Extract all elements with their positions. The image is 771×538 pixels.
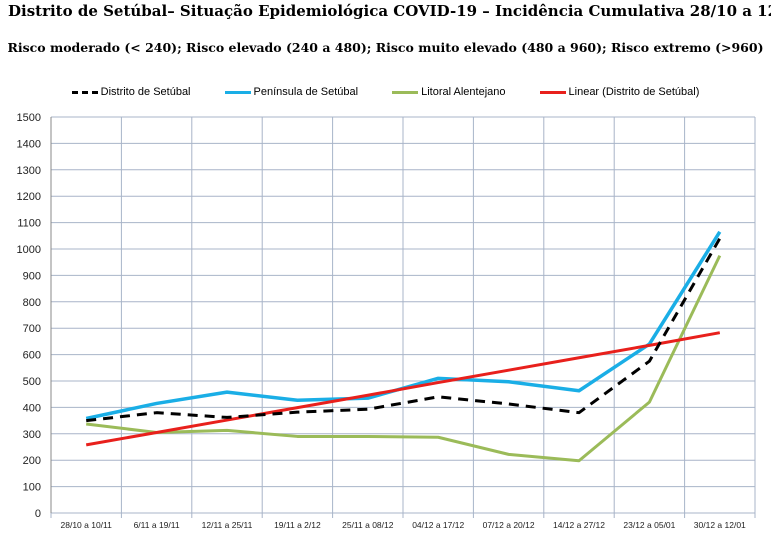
- x-tick-label: 12/11 a 25/11: [202, 520, 253, 530]
- y-tick-label: 900: [23, 270, 41, 282]
- x-tick-label: 6/11 a 19/11: [134, 520, 180, 530]
- y-tick-label: 1000: [17, 244, 41, 256]
- y-tick-label: 0: [35, 508, 41, 520]
- legend-item: Distrito de Setúbal: [71, 86, 191, 98]
- x-tick-label: 25/11 a 08/12: [342, 520, 394, 530]
- legend-label: Distrito de Setúbal: [100, 86, 191, 98]
- legend-swatch: [392, 90, 419, 94]
- legend-label: Litoral Alentejano: [421, 86, 506, 98]
- x-tick-label: 23/12 a 05/01: [623, 520, 675, 530]
- y-tick-label: 1200: [17, 191, 41, 203]
- legend-swatch: [71, 90, 98, 94]
- series-line-distrito-de-set-bal: [86, 237, 722, 423]
- x-tick-label: 14/12 a 27/12: [553, 520, 605, 530]
- chart-subtitle: Risco moderado (< 240); Risco elevado (2…: [7, 40, 764, 55]
- series-line-linear-distrito-de-set-bal-: [85, 331, 721, 447]
- legend-swatch: [539, 90, 566, 94]
- x-tick-label: 07/12 a 20/12: [483, 520, 535, 530]
- x-tick-label: 28/10 a 10/11: [61, 520, 113, 530]
- legend-label: Linear (Distrito de Setúbal): [568, 86, 700, 98]
- legend-item: Litoral Alentejano: [392, 86, 506, 98]
- y-tick-label: 1400: [17, 138, 41, 150]
- y-tick-label: 800: [23, 297, 41, 309]
- y-tick-label: 100: [23, 482, 41, 494]
- legend-item: Península de Setúbal: [224, 86, 359, 98]
- legend-item: Linear (Distrito de Setúbal): [539, 86, 700, 98]
- y-tick-label: 500: [23, 376, 41, 388]
- legend-swatch: [224, 90, 251, 94]
- chart-title: Distrito de Setúbal– Situação Epidemioló…: [8, 2, 771, 20]
- legend: Distrito de Setúbal Península de Setúbal L…: [0, 86, 771, 98]
- x-tick-label: 04/12 a 17/12: [412, 520, 464, 530]
- y-tick-label: 600: [23, 350, 41, 362]
- x-tick-label: 30/12 a 12/01: [694, 520, 746, 530]
- y-tick-label: 700: [23, 323, 41, 335]
- y-tick-label: 1500: [17, 112, 41, 124]
- y-tick-label: 200: [23, 455, 41, 467]
- y-tick-label: 1100: [17, 218, 41, 230]
- legend-label: Península de Setúbal: [253, 86, 359, 98]
- y-tick-label: 400: [23, 402, 41, 414]
- x-tick-label: 19/11 a 2/12: [274, 520, 321, 530]
- y-tick-label: 1300: [17, 165, 41, 177]
- y-tick-label: 300: [23, 429, 41, 441]
- series-line-litoral-alentejano: [86, 254, 722, 463]
